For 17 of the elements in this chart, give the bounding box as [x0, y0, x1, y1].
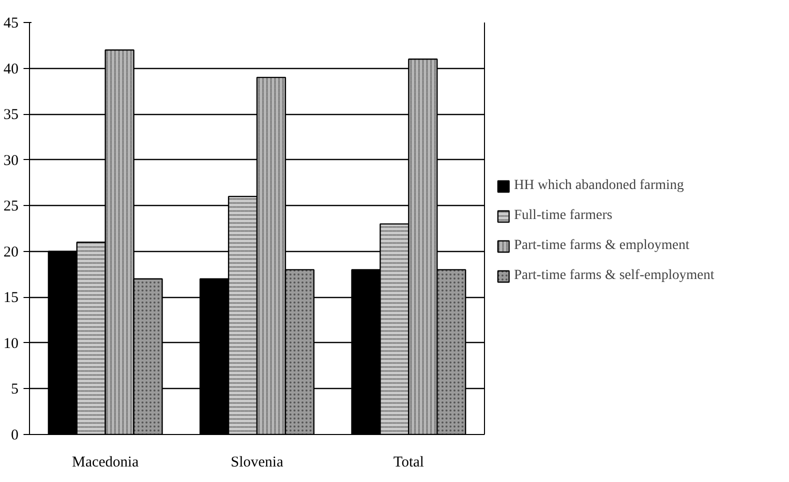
- x-tick-label: Total: [393, 454, 424, 470]
- x-tick-label: Macedonia: [72, 454, 139, 470]
- y-tick-label: 10: [4, 336, 18, 352]
- x-tick-label: Slovenia: [230, 454, 284, 470]
- legend-label: HH which abandoned farming: [514, 178, 684, 194]
- y-tick-label: 0: [11, 428, 18, 444]
- y-tick-label: 25: [4, 198, 18, 215]
- legend-label: Full-time farmers: [514, 208, 612, 224]
- y-tick-label: 40: [4, 61, 18, 78]
- y-tick-label: 45: [4, 16, 18, 32]
- y-tick-label: 5: [11, 382, 18, 398]
- y-tick-label: 35: [4, 107, 18, 124]
- y-tick-label: 20: [4, 244, 18, 260]
- y-tick-label: 15: [4, 290, 18, 306]
- y-tick-label: 30: [4, 152, 18, 169]
- legend-label: Part-time farms & employment: [514, 238, 690, 254]
- legend-label: Part-time farms & self-employment: [514, 268, 714, 284]
